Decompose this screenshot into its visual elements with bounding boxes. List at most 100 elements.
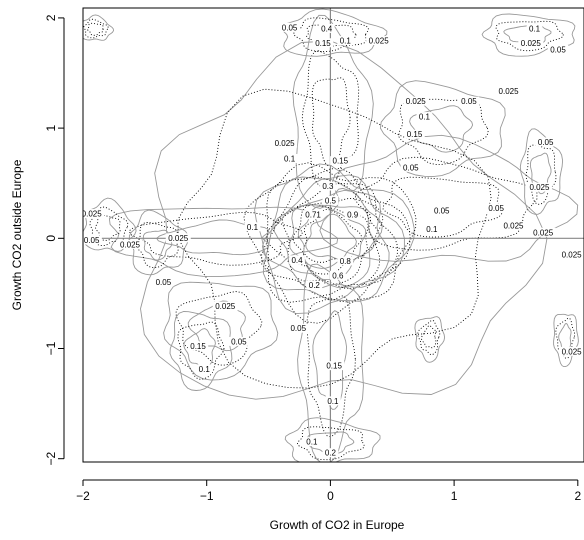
contour-label-bg [312, 38, 334, 48]
y-tick-label: −2 [44, 452, 58, 466]
contour-label: 0.05 [461, 97, 477, 106]
contour-label: 0.025 [521, 39, 542, 48]
x-tick-label: −1 [200, 489, 214, 503]
contour-label: 0.025 [529, 183, 550, 192]
contour-label-bg [272, 138, 298, 148]
contour-label-bg [324, 396, 341, 406]
contour-solid [553, 313, 579, 368]
contour-inner [311, 77, 351, 167]
contour-label-bg [279, 22, 300, 32]
contour-dotted [89, 206, 129, 247]
contour-inner [95, 214, 121, 241]
contour-label: 0.025 [275, 139, 296, 148]
contour-label-bg [458, 96, 480, 106]
y-axis: −2 −1 0 1 2 [44, 14, 65, 466]
contour-label-bg [322, 448, 339, 458]
contour-label-bg [153, 277, 174, 287]
contour-label-bg [289, 255, 305, 265]
contour-label: 0.9 [347, 211, 359, 220]
y-tick-label: −1 [44, 341, 58, 355]
plot-frame [82, 7, 584, 463]
contour-solid [379, 80, 506, 178]
contour-label-bg [535, 137, 556, 147]
contour-label: 0.1 [426, 225, 438, 234]
contour-label-bg [318, 23, 335, 33]
contour-central [243, 162, 417, 324]
contour-label: 0.1 [529, 24, 541, 33]
contour-solid [83, 197, 137, 252]
contour-label: 0.2 [325, 449, 337, 458]
x-axis-title: Growth of CO2 in Europe [270, 518, 405, 532]
contour-label-bg [302, 210, 324, 220]
contour-lines [83, 8, 579, 462]
contour-solid [163, 281, 279, 381]
contour-label-bg [330, 156, 351, 166]
contour-label-bg [485, 203, 507, 213]
y-tick-label: 0 [44, 235, 58, 242]
contour-label: 0.025 [562, 347, 583, 356]
contour-label: 0.05 [403, 163, 419, 172]
contour-inner [409, 105, 474, 153]
contour-label-bg [117, 239, 143, 249]
contour-label-bg [496, 86, 522, 96]
contour-label: 0.5 [325, 196, 337, 205]
contour-label: 0.025 [168, 234, 189, 243]
contour-label-bg [526, 23, 543, 33]
contour-label-bg [404, 129, 425, 139]
contour-label: 0.05 [156, 278, 172, 287]
contour-label-bg [322, 195, 339, 205]
contour-label: 0.6 [332, 271, 344, 280]
contour-label: 0.025 [499, 87, 520, 96]
contour-label-bg [244, 222, 261, 232]
contour-label-bg [400, 162, 422, 172]
contour-label: 0.1 [327, 397, 339, 406]
contour-dotted [398, 98, 489, 165]
contour-dotted [175, 291, 263, 366]
contour-label-bg [329, 270, 346, 280]
contour-label-bg [303, 437, 320, 447]
contour-label: 0.1 [306, 438, 318, 447]
contour-label: 0.05 [282, 23, 298, 32]
contour-label: 0.025 [369, 37, 390, 46]
contour-label: 0.15 [333, 157, 349, 166]
y-axis-title: Growth CO2 outside Europe [10, 159, 24, 310]
contour-label: 0.4 [321, 24, 333, 33]
contour-label: 0.1 [419, 113, 431, 122]
x-tick-label: 1 [451, 489, 458, 503]
contour-label: 0.025 [120, 240, 141, 249]
contour-solid [284, 417, 381, 462]
contour-label-bg [187, 341, 209, 351]
contour-label: 0.1 [199, 365, 211, 374]
contour-label-bg [423, 224, 440, 234]
contour-label: 0.05 [488, 204, 504, 213]
contour-label-bg [306, 280, 323, 290]
contour-label-bg [228, 336, 250, 346]
contour-label-bg [83, 235, 102, 245]
contour-label-bg [212, 301, 238, 311]
contour-label: 0.025 [503, 222, 524, 231]
contour-inner [421, 325, 437, 349]
contour-dotted [177, 321, 225, 380]
contour-label: 0.05 [231, 337, 247, 346]
contour-solid [414, 316, 446, 363]
contour-label: 0.4 [291, 256, 303, 265]
contour-label-bg [559, 249, 584, 259]
contour-label: 0.025 [533, 228, 554, 237]
contour-label: 0.2 [309, 281, 321, 290]
contour-label-bg [526, 182, 552, 192]
x-tick-label: −2 [76, 489, 90, 503]
contour-label: 0.1 [340, 37, 352, 46]
contour-label: 0.71 [305, 211, 321, 220]
contour-label: 0.05 [434, 206, 450, 215]
contour-solid [169, 311, 233, 391]
contour-label: 0.025 [406, 97, 427, 106]
contour-label-bg [403, 96, 429, 106]
contour-label: 0.025 [82, 210, 103, 219]
contour-label-bg [366, 36, 392, 46]
contour-label-bg [281, 153, 298, 163]
contour-label-bg [518, 38, 544, 48]
contour-label-bg [337, 256, 354, 266]
contour-label-bg [337, 36, 354, 46]
contour-dotted [128, 211, 303, 266]
contour-label: 0.8 [340, 257, 352, 266]
